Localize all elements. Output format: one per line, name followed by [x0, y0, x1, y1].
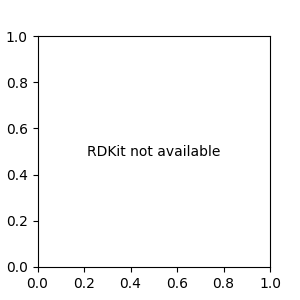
Text: RDKit not available: RDKit not available — [87, 145, 220, 158]
